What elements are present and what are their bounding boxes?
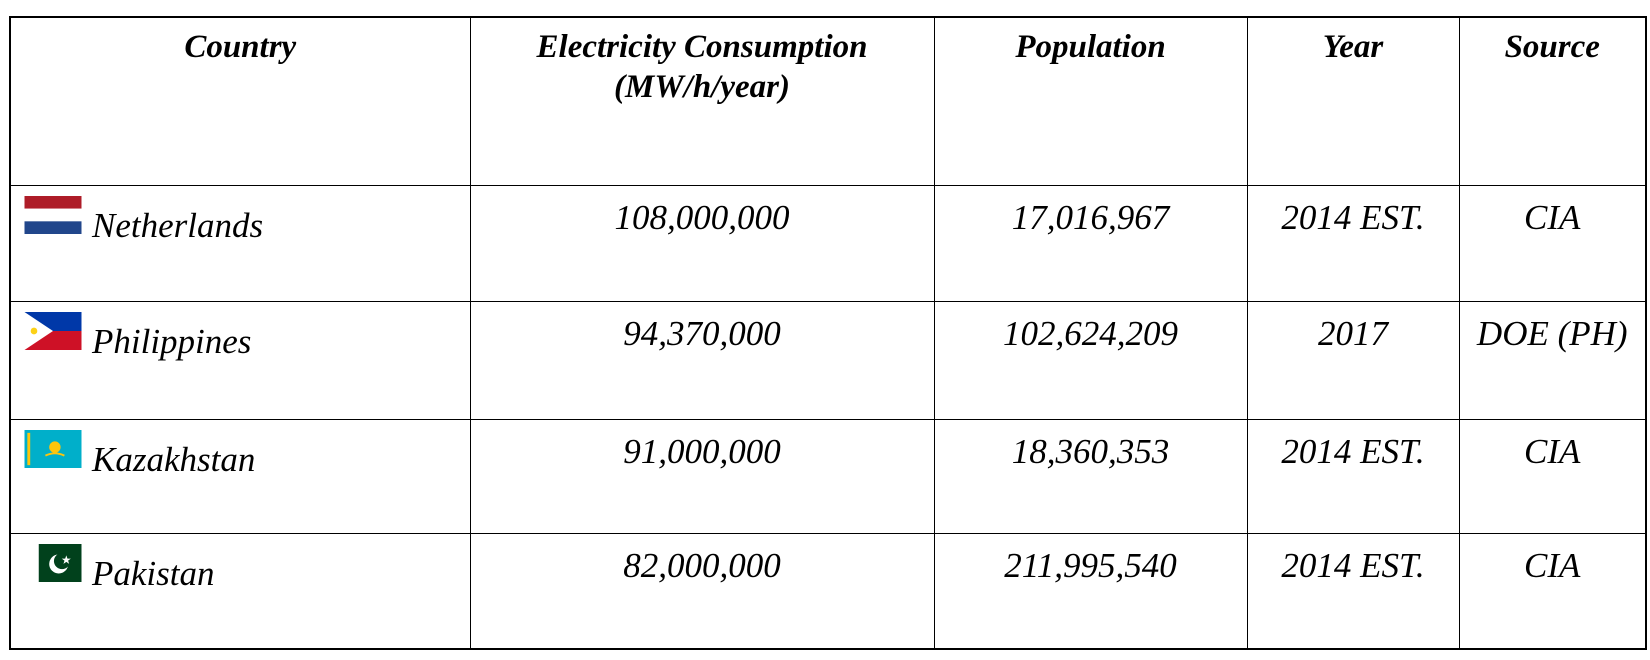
year-value: 2014 EST. bbox=[1246, 532, 1460, 650]
table-row: Pakistan 82,000,000 211,995,540 2014 EST… bbox=[9, 532, 1647, 650]
philippines-flag-icon bbox=[24, 311, 82, 350]
population-value: 18,360,353 bbox=[933, 418, 1248, 534]
pakistan-flag-icon bbox=[24, 543, 82, 582]
table-row: Kazakhstan 91,000,000 18,360,353 2014 ES… bbox=[9, 418, 1647, 534]
electricity-value: 91,000,000 bbox=[469, 418, 935, 534]
source-value: CIA bbox=[1458, 532, 1647, 650]
country-name: Philippines bbox=[92, 321, 252, 361]
table-row: Philippines 94,370,000 102,624,209 2017 … bbox=[9, 300, 1647, 420]
electricity-consumption-table: Country Electricity Consumption (MW/h/ye… bbox=[9, 16, 1647, 650]
electricity-value: 94,370,000 bbox=[469, 300, 935, 420]
netherlands-flag-icon bbox=[24, 195, 82, 234]
population-value: 17,016,967 bbox=[933, 184, 1248, 302]
country-cell: Kazakhstan bbox=[9, 418, 471, 534]
header-country: Country bbox=[9, 16, 471, 186]
source-value: CIA bbox=[1458, 418, 1647, 534]
country-cell: Philippines bbox=[9, 300, 471, 420]
country-name: Kazakhstan bbox=[92, 439, 256, 479]
header-electricity-consumption: Electricity Consumption (MW/h/year) bbox=[469, 16, 935, 186]
header-year: Year bbox=[1246, 16, 1460, 186]
country-cell: Pakistan bbox=[9, 532, 471, 650]
year-value: 2017 bbox=[1246, 300, 1460, 420]
header-electricity-line2: (MW/h/year) bbox=[614, 69, 790, 105]
year-value: 2014 EST. bbox=[1246, 184, 1460, 302]
electricity-value: 108,000,000 bbox=[469, 184, 935, 302]
table-row: Netherlands 108,000,000 17,016,967 2014 … bbox=[9, 184, 1647, 302]
source-value: CIA bbox=[1458, 184, 1647, 302]
header-population: Population bbox=[933, 16, 1248, 186]
electricity-value: 82,000,000 bbox=[469, 532, 935, 650]
kazakhstan-flag-icon bbox=[24, 429, 82, 468]
population-value: 211,995,540 bbox=[933, 532, 1248, 650]
table-header-row: Country Electricity Consumption (MW/h/ye… bbox=[9, 16, 1647, 186]
country-name: Netherlands bbox=[92, 205, 264, 245]
population-value: 102,624,209 bbox=[933, 300, 1248, 420]
year-value: 2014 EST. bbox=[1246, 418, 1460, 534]
header-source: Source bbox=[1458, 16, 1647, 186]
source-value: DOE (PH) bbox=[1458, 300, 1647, 420]
country-name: Pakistan bbox=[92, 553, 215, 593]
header-electricity-line1: Electricity Consumption bbox=[536, 29, 868, 65]
country-cell: Netherlands bbox=[9, 184, 471, 302]
